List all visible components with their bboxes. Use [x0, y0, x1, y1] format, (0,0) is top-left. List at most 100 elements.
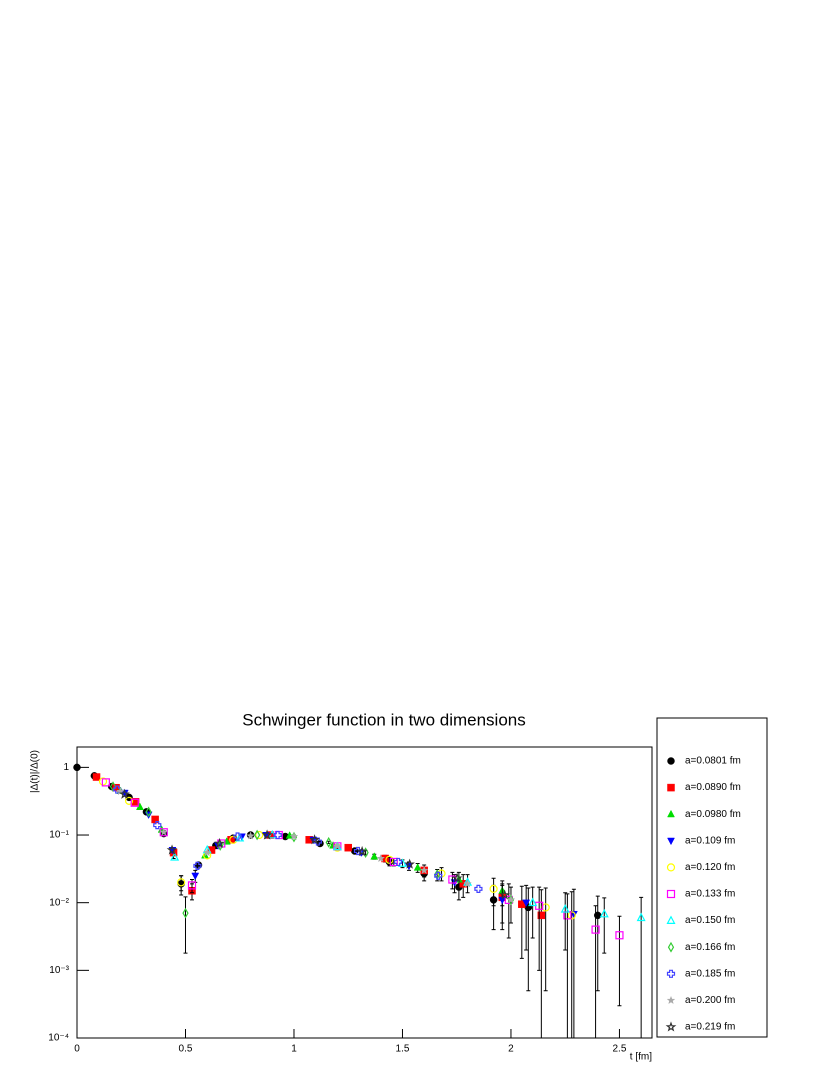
data-point — [474, 884, 483, 893]
data-point — [356, 845, 368, 857]
data-point — [193, 861, 202, 870]
data-point — [419, 865, 429, 875]
data-point — [130, 798, 139, 807]
data-point — [370, 852, 379, 860]
legend-label: a=0.166 fm — [685, 942, 735, 953]
x-tick-label: 2.5 — [612, 1044, 626, 1055]
data-point — [233, 832, 242, 841]
x-tick-label: 2 — [508, 1044, 514, 1055]
legend-label: a=0.0801 fm — [685, 756, 741, 767]
data-point — [170, 852, 180, 861]
error-bar — [524, 884, 529, 951]
error-bar — [450, 871, 455, 890]
data-point — [261, 829, 273, 840]
error-bar — [500, 884, 505, 931]
y-tick-label: 1 — [63, 762, 69, 773]
x-tick-label: 0 — [74, 1044, 80, 1055]
error-bar — [593, 905, 598, 1038]
data-point — [124, 796, 134, 805]
data-point — [599, 908, 609, 918]
data-point — [489, 884, 498, 893]
data-point — [434, 871, 443, 880]
data-point — [191, 872, 200, 881]
data-point — [214, 837, 225, 849]
data-point — [394, 857, 403, 867]
error-bar — [569, 891, 574, 1038]
error-bar — [617, 915, 622, 1007]
data-point — [159, 827, 169, 836]
legend-marker — [666, 995, 676, 1005]
error-bar — [639, 896, 644, 1038]
chart-title: Schwinger function in two dimensions — [242, 710, 525, 729]
data-point — [202, 848, 212, 857]
y-tick-label: 10⁻² — [49, 897, 69, 908]
data-point — [182, 907, 189, 919]
legend-label: a=0.150 fm — [685, 915, 735, 926]
x-axis-label: t [fm] — [630, 1052, 652, 1063]
legend-label: a=0.219 fm — [685, 1022, 735, 1033]
legend-marker — [666, 889, 676, 899]
data-point — [166, 844, 178, 855]
error-bar — [519, 885, 524, 959]
legend-label: a=0.200 fm — [685, 995, 735, 1006]
data-point — [73, 763, 81, 772]
legend-marker — [666, 915, 676, 925]
data-point — [246, 831, 255, 840]
legend-label: a=0.185 fm — [685, 968, 735, 979]
legend-label: a=0.0890 fm — [685, 782, 741, 793]
legend-marker — [666, 863, 676, 872]
data-point — [177, 878, 186, 887]
data-point — [145, 806, 152, 818]
data-point — [273, 830, 282, 840]
data-point — [309, 834, 320, 845]
data-point — [404, 858, 415, 869]
data-point — [636, 912, 646, 922]
y-axis-label: |Δ(t)|/Δ(0) — [30, 750, 41, 793]
x-tick-label: 1.5 — [396, 1044, 410, 1055]
error-bar — [537, 886, 542, 971]
legend-marker — [667, 941, 675, 953]
legend-box — [656, 717, 768, 1038]
data-point — [333, 841, 342, 851]
data-point — [187, 881, 197, 890]
data-point — [109, 781, 117, 792]
legend-marker — [667, 757, 675, 765]
data-point — [385, 855, 394, 864]
data-point — [413, 863, 422, 871]
data-point — [253, 829, 261, 841]
data-point — [313, 837, 322, 846]
data-point — [591, 925, 600, 934]
legend-label: a=0.133 fm — [685, 889, 735, 900]
legend-marker — [667, 837, 675, 846]
x-tick-label: 1 — [291, 1044, 297, 1055]
legend-label: a=0.0980 fm — [685, 809, 741, 820]
legend-marker — [667, 783, 675, 792]
data-point — [344, 843, 352, 852]
error-bar — [602, 897, 607, 954]
legend-label: a=0.109 fm — [685, 835, 735, 846]
y-tick-label: 10⁻¹ — [49, 830, 69, 841]
legend-marker — [666, 969, 676, 978]
data-point — [255, 830, 264, 840]
error-bar — [563, 892, 568, 951]
data-point — [289, 831, 299, 841]
data-point — [567, 911, 576, 920]
data-point — [98, 777, 108, 786]
x-tick-label: 0.5 — [179, 1044, 193, 1055]
error-bar — [543, 887, 548, 992]
data-point — [151, 815, 159, 824]
data-point — [153, 821, 162, 830]
error-bar — [506, 883, 511, 939]
data-point — [528, 897, 538, 907]
data-point — [560, 904, 570, 913]
data-point — [615, 931, 624, 940]
data-point — [376, 853, 386, 863]
data-point — [101, 778, 110, 787]
data-point — [506, 895, 516, 904]
y-tick-label: 10⁻³ — [49, 965, 69, 976]
data-point — [325, 836, 332, 848]
error-bar — [595, 895, 600, 992]
legend-marker — [665, 1021, 677, 1032]
legend-label: a=0.120 fm — [685, 862, 735, 873]
